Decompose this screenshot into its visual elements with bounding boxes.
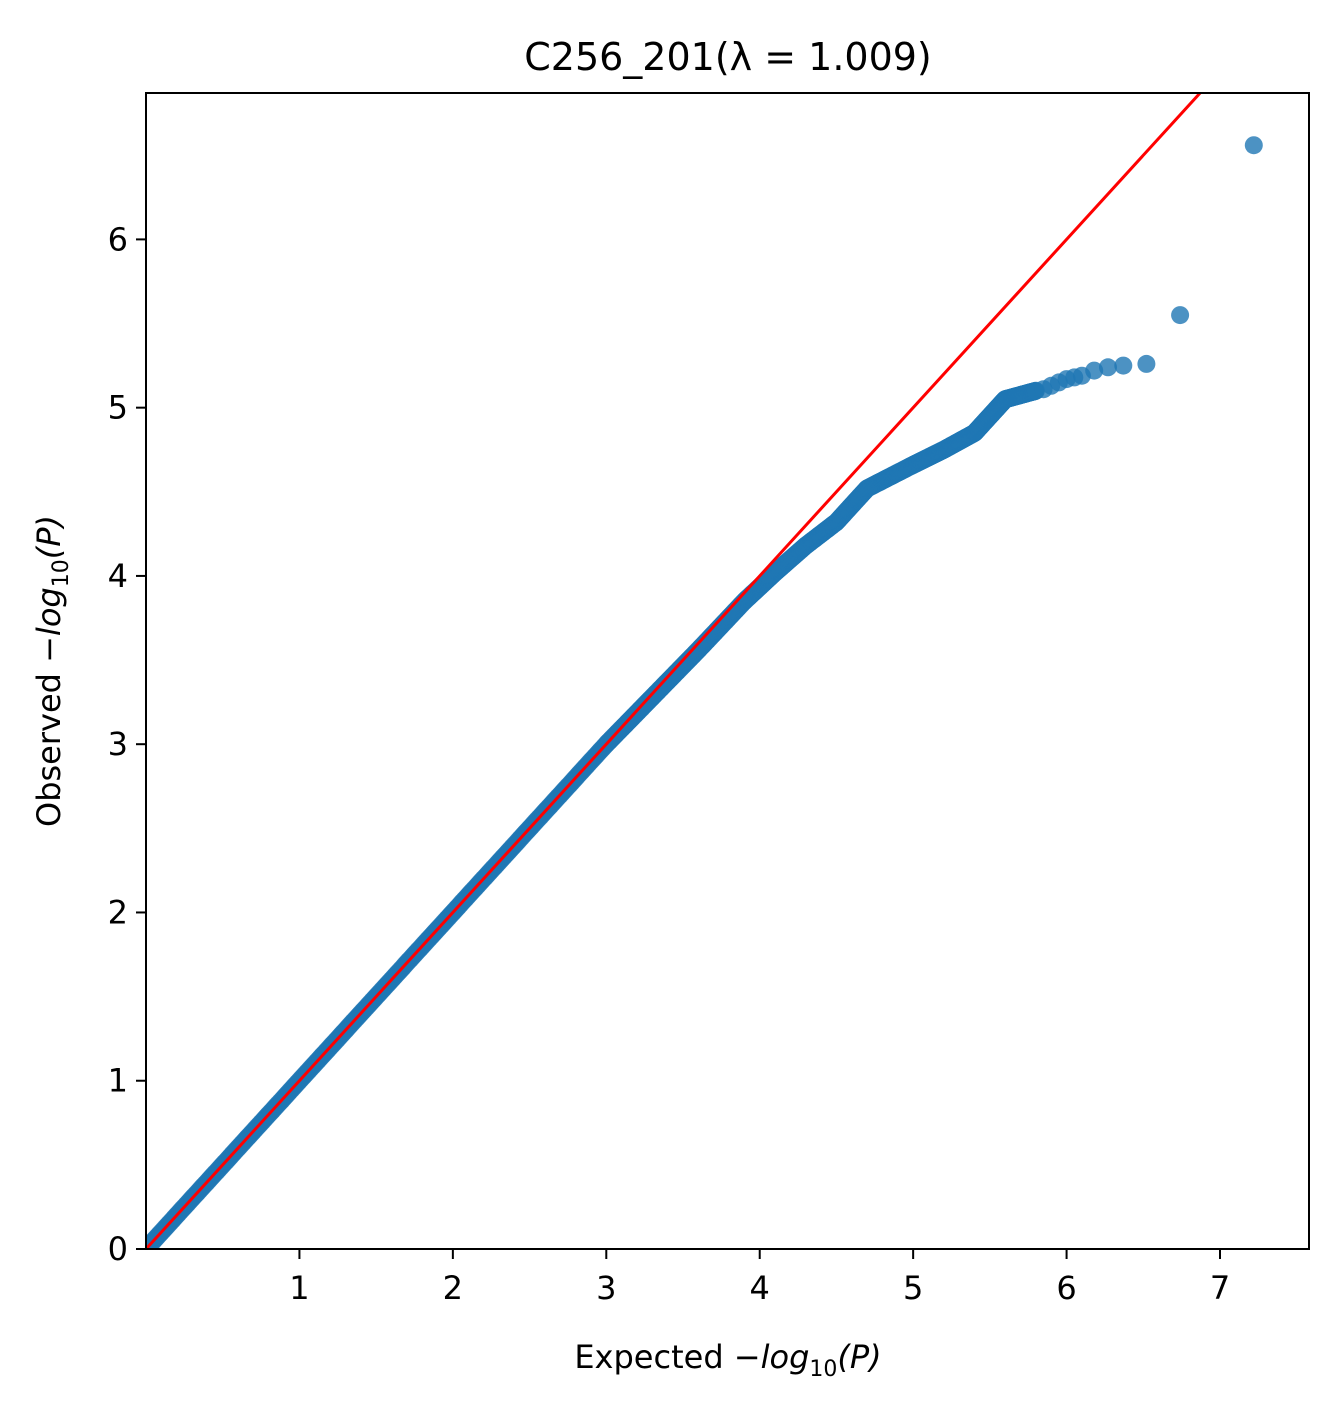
chart-title: C256_201(λ = 1.009) [524,35,932,79]
x-tick-label: 6 [1056,1269,1076,1307]
data-point [1085,361,1104,380]
x-tick-label: 5 [903,1269,923,1307]
y-tick-label: 0 [108,1230,128,1268]
y-axis-label-prefix: Observed − [30,636,68,827]
x-tick-label: 3 [596,1269,616,1307]
data-point [1099,358,1117,377]
x-tick-label: 2 [443,1269,463,1307]
y-axis-label-sub: 10 [49,559,74,587]
data-point [1244,136,1263,155]
x-axis: 1 2 3 4 5 6 7 [289,1249,1230,1307]
y-tick-label: 4 [108,557,128,595]
y-axis: 0 1 2 3 4 5 6 [108,220,146,1268]
x-tick-label: 1 [289,1269,309,1307]
y-axis-label-suffix: (P) [30,515,68,559]
y-tick-label: 6 [108,220,128,258]
y-axis-label-log: log [30,587,68,636]
x-axis-label-sub: 10 [809,1357,837,1382]
y-tick-label: 1 [108,1062,128,1100]
x-tick-label: 7 [1210,1269,1230,1307]
plot-frame [145,92,1310,1250]
plot-area [146,93,1263,1249]
data-point [1137,354,1156,373]
reference-line [146,93,1203,1249]
y-tick-label: 5 [108,389,128,427]
x-axis-label: Expected −log10(P) [574,1338,881,1382]
x-tick-label: 4 [750,1269,770,1307]
x-axis-label-suffix: (P) [837,1338,881,1376]
y-tick-label: 2 [108,893,128,931]
data-point [1171,306,1190,325]
y-axis-label: Observed −log10(P) [30,515,74,827]
y-tick-label: 3 [108,725,128,763]
x-axis-label-log: log [761,1338,810,1376]
data-point [1114,356,1133,375]
x-axis-label-prefix: Expected − [574,1338,760,1376]
